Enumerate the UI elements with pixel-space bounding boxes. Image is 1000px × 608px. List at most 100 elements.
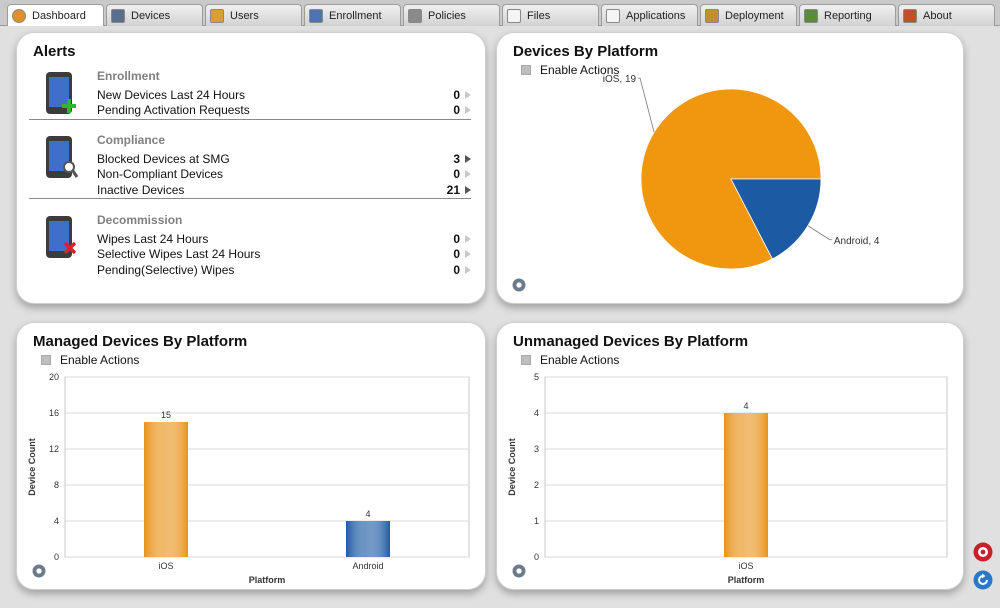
- tab-devices[interactable]: Devices: [106, 4, 203, 26]
- tab-label: Policies: [428, 9, 466, 22]
- tab-applications[interactable]: Applications: [601, 4, 698, 26]
- bar-value-label: 15: [161, 410, 171, 420]
- y-tick-label: 16: [49, 408, 59, 418]
- tab-label: About: [923, 9, 952, 22]
- alert-row[interactable]: Selective Wipes Last 24 Hours 0: [97, 247, 471, 262]
- tab-deployment[interactable]: Deployment: [700, 4, 797, 26]
- alert-count-value: 0: [453, 167, 460, 181]
- alert-row[interactable]: New Devices Last 24 Hours 0: [97, 87, 471, 102]
- alert-count-value: 0: [453, 87, 460, 102]
- chevron-right-icon[interactable]: [465, 106, 471, 114]
- y-tick-label: 4: [54, 516, 59, 526]
- enable-actions-checkbox[interactable]: [521, 355, 531, 365]
- alert-row-label: Selective Wipes Last 24 Hours: [97, 247, 261, 261]
- alert-row-label: Wipes Last 24 Hours: [97, 231, 209, 246]
- tab-dashboard[interactable]: Dashboard: [7, 4, 104, 27]
- devices-by-platform-title: Devices By Platform: [513, 43, 659, 60]
- gear-icon[interactable]: [511, 277, 527, 293]
- alert-row-label: Pending Activation Requests: [97, 103, 250, 117]
- chevron-right-icon[interactable]: [465, 250, 471, 258]
- enable-actions-platform[interactable]: Enable Actions: [521, 63, 619, 77]
- alert-row[interactable]: Non-Compliant Devices 0: [97, 167, 471, 182]
- y-tick-label: 2: [534, 480, 539, 490]
- tab-bar: Dashboard Devices Users Enrollment Policies F…: [0, 0, 1000, 27]
- deployment-icon: [705, 8, 719, 23]
- dashboard-content: Alerts Enrollment New Devices Last 24 Hou…: [0, 26, 1000, 608]
- x-axis-label: Platform: [728, 575, 765, 585]
- enable-actions-managed[interactable]: Enable Actions: [41, 353, 139, 367]
- y-tick-label: 8: [54, 480, 59, 490]
- alert-row[interactable]: Blocked Devices at SMG 3: [97, 151, 471, 166]
- alert-row-count: 0: [453, 263, 471, 277]
- tab-label: Reporting: [824, 9, 872, 22]
- y-axis-label: Device Count: [27, 438, 37, 496]
- refresh-icon[interactable]: [973, 570, 993, 590]
- tab-label: Deployment: [725, 9, 784, 22]
- tab-label: Devices: [131, 9, 171, 22]
- alerts-title: Alerts: [33, 43, 76, 60]
- alert-row-count: 0: [453, 232, 471, 246]
- unmanaged-devices-title: Unmanaged Devices By Platform: [513, 333, 749, 350]
- chevron-right-icon[interactable]: [465, 154, 471, 163]
- settings-round-icon[interactable]: [973, 542, 993, 562]
- alert-row[interactable]: Pending(Selective) Wipes 0: [97, 262, 471, 277]
- gear-icon[interactable]: [511, 563, 527, 579]
- pie-slice-android[interactable]: [730, 178, 822, 260]
- bar-shading: [724, 413, 768, 557]
- y-tick-label: 5: [534, 372, 539, 382]
- section-divider: [29, 119, 471, 120]
- enable-actions-unmanaged[interactable]: Enable Actions: [521, 353, 619, 367]
- pie-chart-icon: [12, 9, 26, 23]
- tab-label: Users: [230, 9, 259, 22]
- unmanaged-bar-chart: 0 1 2 3 4 5 4 iOS Platform Device Count: [507, 372, 948, 585]
- tab-about[interactable]: About: [898, 4, 995, 26]
- bar-value-label: 4: [743, 401, 748, 411]
- y-axis-label: Device Count: [507, 438, 517, 496]
- enable-actions-checkbox[interactable]: [521, 65, 531, 75]
- alert-row-label: Blocked Devices at SMG: [97, 151, 230, 166]
- x-axis-label: Platform: [249, 575, 286, 585]
- tab-users[interactable]: Users: [205, 4, 302, 26]
- y-tick-label: 0: [54, 552, 59, 562]
- devices-by-platform-panel: Devices By Platform Enable Actions iOS, …: [496, 32, 964, 304]
- tab-files[interactable]: Files: [502, 4, 599, 26]
- managed-devices-panel: Managed Devices By Platform Enable Actio…: [16, 322, 486, 590]
- users-icon: [210, 8, 224, 23]
- chevron-right-icon[interactable]: [465, 265, 471, 274]
- phone-add-icon: [46, 72, 76, 114]
- tab-label: Applications: [626, 9, 686, 22]
- alert-row-label: Non-Compliant Devices: [97, 167, 224, 181]
- chevron-right-icon[interactable]: [465, 90, 471, 99]
- bar-shading: [346, 521, 390, 557]
- bar-value-label: 4: [365, 509, 370, 519]
- alert-row[interactable]: Wipes Last 24 Hours 0: [97, 231, 471, 246]
- alert-row-count: 0: [453, 103, 471, 117]
- alert-count-value: 0: [453, 103, 460, 117]
- tab-reporting[interactable]: Reporting: [799, 4, 896, 26]
- gear-icon[interactable]: [31, 563, 47, 579]
- y-tick-label: 1: [534, 516, 539, 526]
- enable-actions-checkbox[interactable]: [41, 355, 51, 365]
- enable-actions-label: Enable Actions: [60, 353, 140, 367]
- alert-row-count: 0: [453, 167, 471, 181]
- tab-label: Dashboard: [32, 10, 86, 22]
- pie-leader-line: [638, 77, 655, 133]
- chevron-right-icon[interactable]: [465, 185, 471, 194]
- pie-data-label: iOS, 19: [603, 74, 637, 85]
- alert-count-value: 0: [453, 231, 460, 246]
- tab-enrollment[interactable]: Enrollment: [304, 4, 401, 26]
- bar-chart-icon: [804, 8, 818, 23]
- alert-row[interactable]: Inactive Devices 21: [97, 182, 471, 197]
- chevron-right-icon[interactable]: [465, 170, 471, 178]
- alert-row-label: Inactive Devices: [97, 182, 185, 197]
- x-tick-label: iOS: [738, 561, 753, 571]
- alert-row-label: New Devices Last 24 Hours: [97, 87, 246, 102]
- alerts-section-heading: Compliance: [97, 133, 166, 147]
- alert-row-count: 21: [447, 183, 471, 197]
- chevron-right-icon[interactable]: [465, 234, 471, 243]
- tab-policies[interactable]: Policies: [403, 4, 500, 26]
- alert-count-value: 3: [453, 151, 460, 166]
- alert-row[interactable]: Pending Activation Requests 0: [97, 103, 471, 118]
- alert-count-value: 0: [453, 262, 460, 277]
- alert-row-label: Pending(Selective) Wipes: [97, 262, 235, 277]
